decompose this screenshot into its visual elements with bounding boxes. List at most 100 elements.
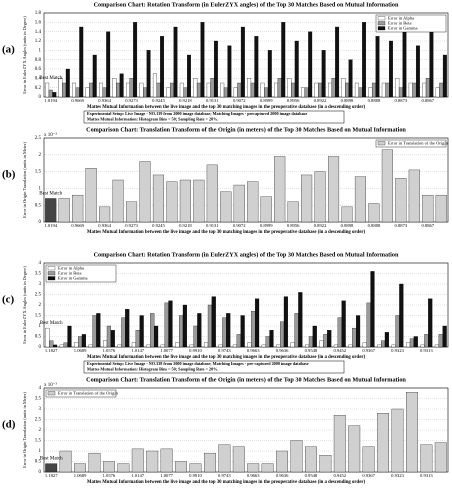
bar — [45, 82, 50, 98]
bar — [308, 31, 313, 98]
panel-label: (a) — [2, 44, 15, 56]
bar — [173, 26, 178, 98]
bar — [232, 446, 245, 473]
bar — [420, 444, 433, 473]
bar — [264, 87, 269, 98]
x-tick-label: 0.9131 — [206, 223, 219, 228]
x-tick-label: 1.1827 — [45, 348, 58, 353]
bar — [290, 342, 295, 348]
bar — [143, 87, 147, 98]
legend-label: Error in Gamma — [58, 275, 88, 280]
bar — [366, 302, 371, 348]
x-tick-label: 0.8999 — [260, 223, 273, 228]
bar — [211, 296, 216, 348]
x-tick-label: 0.9452 — [333, 473, 346, 478]
bar — [304, 87, 309, 98]
y-axis-label: Error in Origin Translation (units in Me… — [22, 392, 27, 468]
x-tick-label: 0.9663 — [247, 473, 260, 478]
bar — [88, 344, 93, 348]
chart-title: Comparison Chart: Rotation Transform (in… — [94, 251, 399, 258]
x-tick-label: 1.0576 — [103, 348, 116, 353]
bar — [210, 78, 215, 98]
x-tick-label: 0.9636 — [276, 473, 289, 478]
bar — [218, 444, 231, 473]
legend-label: Error in Beta — [58, 270, 82, 275]
bar — [160, 36, 165, 98]
x-tick-label: 1.0689 — [74, 348, 87, 353]
bar — [164, 302, 169, 348]
x-tick-label: 1.1827 — [45, 473, 58, 478]
bar — [110, 330, 115, 348]
bar — [362, 446, 375, 473]
bar — [103, 461, 115, 473]
y-tick-label: 0.2 — [35, 86, 42, 91]
bar — [269, 330, 274, 348]
bar — [146, 344, 151, 348]
bar — [298, 292, 303, 348]
bar — [412, 82, 417, 98]
bar — [422, 82, 427, 98]
y-tick-label: 2.5 — [35, 136, 42, 141]
legend-swatch — [377, 141, 386, 146]
y-tick-label: 1.6 — [35, 20, 42, 25]
bar — [399, 283, 404, 348]
y-tick-label: 1 — [39, 324, 42, 329]
y-tick-label: 0.6 — [35, 67, 42, 72]
bar — [424, 334, 429, 348]
x-tick-label: 0.8956 — [287, 223, 300, 228]
bar — [153, 325, 159, 348]
bar — [287, 201, 299, 223]
bar — [233, 184, 245, 223]
bar — [193, 78, 198, 98]
x-tick-label: 0.8873 — [395, 98, 408, 103]
x-tick-label: 0.9364 — [98, 223, 111, 228]
bar — [67, 325, 72, 348]
bar — [79, 26, 84, 98]
y-tick-label: 1.5 — [35, 314, 42, 319]
x-tick-label: 0.9663 — [247, 348, 260, 353]
bar — [345, 82, 349, 98]
bar — [204, 452, 216, 473]
bar — [395, 78, 400, 98]
bar — [178, 315, 184, 348]
legend-swatch — [47, 271, 56, 276]
bar — [341, 206, 353, 223]
annotation: Best Match — [39, 192, 62, 197]
bar — [52, 344, 58, 348]
bar — [240, 26, 245, 98]
y-tick-label: 1.5 — [35, 170, 42, 175]
panel-label: (d) — [2, 419, 16, 431]
legend-swatch — [47, 276, 56, 281]
bar — [314, 171, 326, 223]
legend-label: Error in Alpha — [58, 265, 84, 270]
bar — [206, 164, 218, 223]
bar — [106, 325, 112, 348]
bar — [131, 342, 137, 348]
bar — [77, 336, 83, 348]
x-tick-label: 0.9313 — [420, 473, 433, 478]
y-tick-label: 4 — [39, 386, 42, 391]
x-tick-label: 0.9313 — [420, 348, 433, 353]
bar — [381, 82, 386, 98]
bar — [103, 340, 108, 348]
bar — [74, 342, 79, 348]
legend-box — [45, 264, 117, 283]
bar — [247, 463, 260, 473]
y-tick-label: 2.5 — [35, 293, 42, 298]
legend-label: Error in Gamma — [388, 25, 418, 30]
bar — [197, 313, 202, 348]
annotation: Best Match — [40, 321, 63, 326]
bar — [260, 82, 265, 98]
bar — [160, 448, 173, 473]
bar — [179, 179, 191, 223]
bar — [72, 194, 84, 223]
bar — [370, 271, 375, 348]
bar — [294, 313, 299, 348]
bar — [274, 82, 279, 98]
bar — [106, 31, 111, 98]
legend-box — [45, 389, 117, 398]
bar — [348, 59, 353, 98]
bar — [49, 340, 54, 348]
bar — [380, 340, 386, 348]
